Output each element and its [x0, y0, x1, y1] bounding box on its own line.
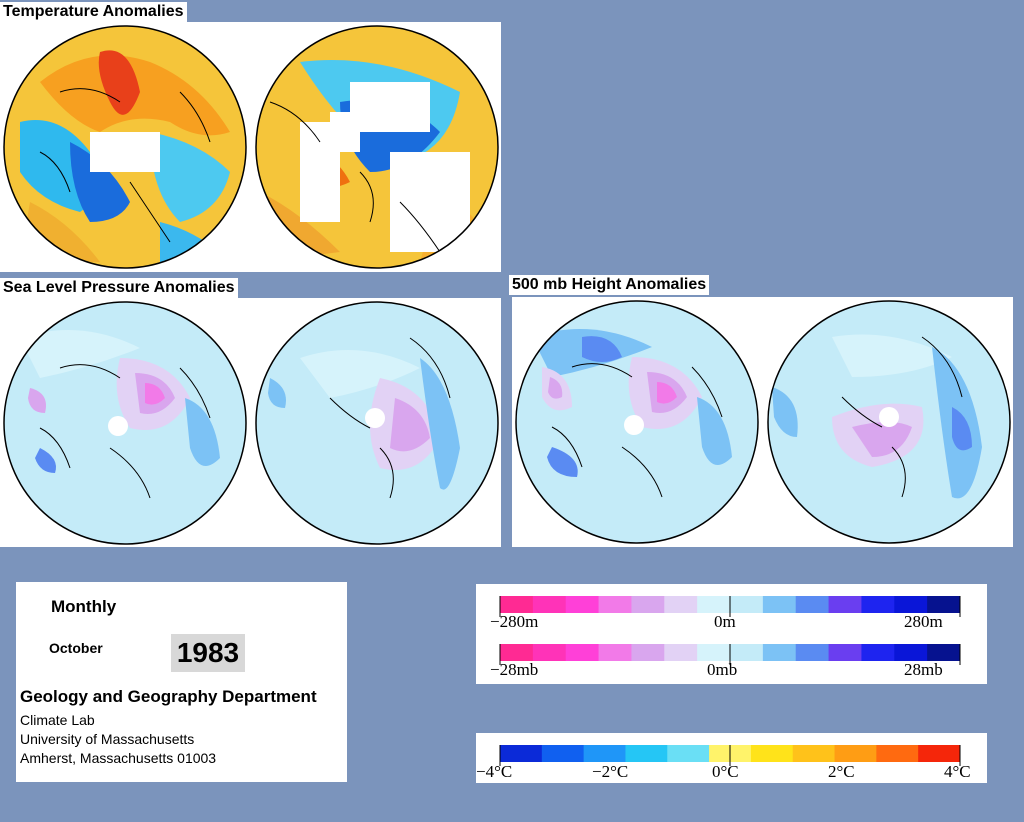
500mb-height-map-northern	[516, 301, 758, 543]
height-scale-swatch	[894, 596, 928, 613]
temperature-scale-swatch	[625, 745, 668, 762]
pressure-scale-swatch	[795, 644, 830, 661]
pressure-scale-swatch	[828, 644, 862, 661]
temperature-anomalies-title: Temperature Anomalies	[0, 2, 187, 22]
temperature-scale-swatch	[876, 745, 919, 762]
pressure-max-label: 28mb	[904, 660, 943, 679]
temperature-scale-swatch	[792, 745, 836, 762]
height-mid-label: 0m	[714, 612, 736, 631]
temperature-map-southern-hemisphere	[256, 26, 498, 268]
pressure-scale-swatch	[664, 644, 698, 661]
period-label: Monthly	[51, 597, 117, 616]
address-label: Amherst, Massachusetts 01003	[20, 750, 217, 766]
pressure-min-label: −28mb	[490, 660, 539, 679]
pressure-scale-swatch	[762, 644, 797, 661]
temperature-scale-swatch	[583, 745, 626, 762]
temperature-scale-swatch	[667, 745, 710, 762]
pressure-scale-swatch	[697, 644, 731, 661]
temperature-color-scale: −4°C −2°C 0°C 2°C 4°C	[476, 733, 987, 783]
temperature-scale-swatch	[500, 745, 543, 762]
height-pressure-colorbars	[499, 596, 961, 665]
pressure-scale-swatch	[532, 644, 567, 661]
temperature-label-0: 0°C	[712, 762, 739, 781]
height-scale-swatch	[730, 596, 764, 613]
height-scale-swatch	[927, 596, 961, 613]
pressure-scale-swatch	[730, 644, 764, 661]
temperature-scale-swatch	[918, 745, 961, 762]
sea-level-pressure-map-southern	[256, 302, 498, 544]
pressure-scale-swatch	[631, 644, 665, 661]
height-scale-swatch	[631, 596, 665, 613]
height-scale-swatch	[762, 596, 797, 613]
height-scale-swatch	[828, 596, 862, 613]
pressure-scale-swatch	[598, 644, 632, 661]
sea-level-pressure-maps	[3, 301, 499, 545]
sea-level-pressure-maps-panel	[0, 298, 501, 547]
pressure-scale-swatch	[894, 644, 928, 661]
500mb-height-maps	[515, 300, 1011, 544]
month-label: October	[49, 640, 103, 656]
height-scale-swatch	[795, 596, 830, 613]
temperature-maps-panel	[0, 22, 501, 272]
university-label: University of Massachusetts	[20, 731, 195, 747]
temperature-map-northern-hemisphere	[4, 26, 246, 268]
info-panel: Monthly October 1983 Geology and Geograp…	[16, 582, 347, 782]
temperature-maps	[3, 25, 499, 269]
anomaly-color-scale: −280m 0m 280m −28mb 0mb 28mb	[476, 584, 987, 684]
height-scale-swatch	[861, 596, 895, 613]
temperature-scale-swatch	[541, 745, 585, 762]
department-label: Geology and Geography Department	[20, 687, 317, 706]
sea-level-pressure-title: Sea Level Pressure Anomalies	[0, 278, 238, 298]
height-scale-swatch	[500, 596, 534, 613]
temperature-label-4: 4°C	[944, 762, 971, 781]
500mb-height-title: 500 mb Height Anomalies	[509, 275, 710, 295]
temperature-scale-swatch	[834, 745, 877, 762]
temperature-label-2: 2°C	[828, 762, 855, 781]
year-label: 1983	[171, 634, 245, 672]
temperature-label-minus2: −2°C	[592, 762, 629, 781]
500mb-height-map-southern	[768, 301, 1010, 543]
height-scale-swatch	[565, 596, 600, 613]
500mb-height-maps-panel	[512, 297, 1013, 547]
temperature-colorbar	[499, 745, 961, 766]
height-max-label: 280m	[904, 612, 943, 631]
pressure-mid-label: 0mb	[707, 660, 738, 679]
height-scale-swatch	[697, 596, 731, 613]
height-scale-swatch	[532, 596, 567, 613]
sea-level-pressure-map-northern	[4, 302, 246, 544]
height-scale-swatch	[664, 596, 698, 613]
pressure-scale-swatch	[500, 644, 534, 661]
pressure-scale-swatch	[927, 644, 961, 661]
pressure-scale-swatch	[565, 644, 600, 661]
height-scale-swatch	[598, 596, 632, 613]
temperature-scale-swatch	[750, 745, 794, 762]
height-min-label: −280m	[490, 612, 539, 631]
lab-label: Climate Lab	[20, 712, 95, 728]
pressure-scale-swatch	[861, 644, 895, 661]
temperature-label-minus4: −4°C	[476, 762, 513, 781]
